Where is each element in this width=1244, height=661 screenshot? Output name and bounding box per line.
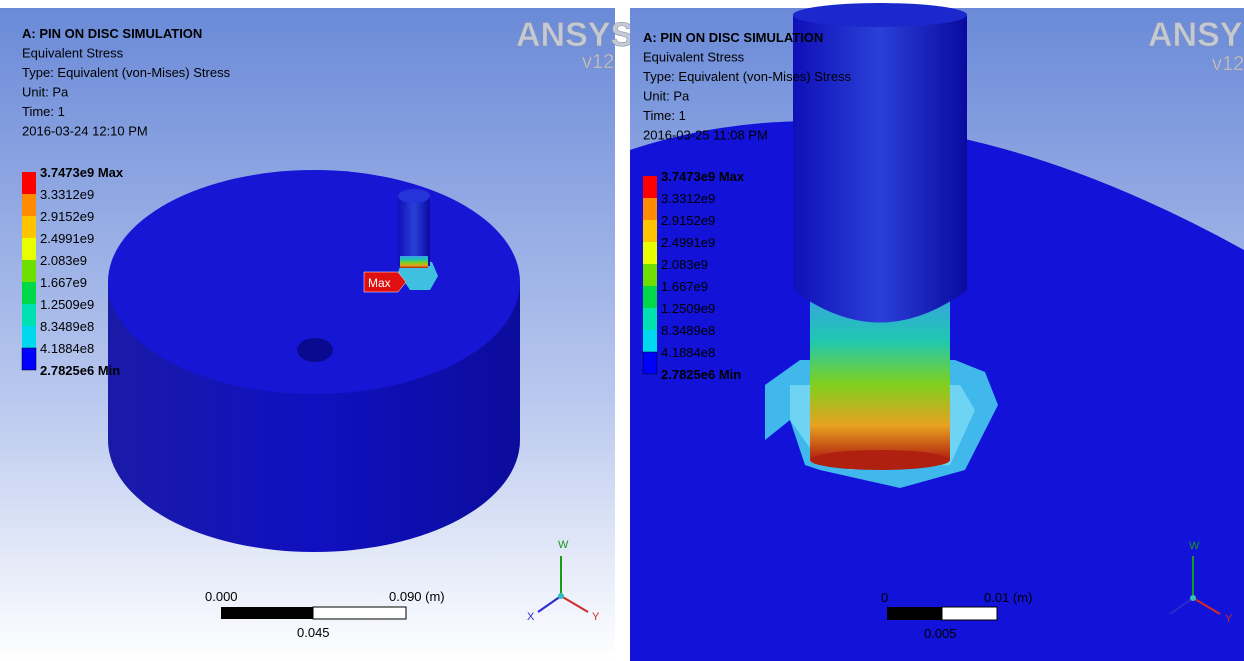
axis-w-label: W: [558, 539, 569, 551]
scale-start: 0: [881, 590, 888, 605]
scale-bar-light: [942, 607, 997, 620]
scale-mid: 0.045: [297, 625, 330, 640]
legend-label: 2.7825e6 Min: [40, 363, 120, 378]
logo: ANSYS: [1148, 16, 1244, 54]
header-title: A: PIN ON DISC SIMULATION: [22, 26, 202, 41]
scale-end: 0.01 (m): [984, 590, 1032, 605]
legend-label: 2.9152e9: [661, 213, 715, 228]
header-type: Type: Equivalent (von-Mises) Stress: [643, 69, 852, 84]
legend-label: 1.667e9: [40, 275, 87, 290]
legend-label: 3.7473e9 Max: [40, 165, 124, 180]
legend-label: 1.667e9: [661, 279, 708, 294]
header-unit: Unit: Pa: [22, 85, 69, 100]
legend-band: [22, 172, 36, 194]
header-type: Type: Equivalent (von-Mises) Stress: [22, 65, 231, 80]
legend-band: [643, 286, 657, 308]
scale-bar-light: [313, 607, 406, 619]
scale-mid: 0.005: [924, 626, 957, 641]
legend-band: [643, 242, 657, 264]
legend-label: 2.9152e9: [40, 209, 94, 224]
legend-band: [22, 216, 36, 238]
legend-label: 2.4991e9: [40, 231, 94, 246]
axis-y-label: Y: [1225, 613, 1233, 625]
legend-band: [643, 220, 657, 242]
disc-hole: [297, 338, 333, 362]
header-date: 2016-03-25 11:08 PM: [643, 128, 768, 143]
legend-label: 1.2509e9: [661, 301, 715, 316]
legend-band: [22, 326, 36, 348]
legend-band: [22, 260, 36, 282]
legend-label: 4.1884e8: [661, 345, 715, 360]
left-viewport: Max ANSYS v12 0.000 0.090 (m) 0.045 W X …: [0, 8, 633, 661]
axis-w-label: W: [1189, 540, 1200, 552]
axis-y-label: Y: [592, 611, 600, 623]
header-unit: Unit: Pa: [643, 89, 690, 104]
legend-band: [643, 176, 657, 198]
header-time: Time: 1: [643, 108, 686, 123]
header-result: Equivalent Stress: [643, 50, 745, 65]
legend-label: 3.3312e9: [40, 187, 94, 202]
scale-bar-dark: [221, 607, 313, 619]
legend-band: [643, 308, 657, 330]
pin-base: [810, 450, 950, 470]
legend-label: 3.3312e9: [661, 191, 715, 206]
legend-band: [22, 238, 36, 260]
legend-label: 2.4991e9: [661, 235, 715, 250]
legend-band: [643, 330, 657, 352]
version: v12: [1212, 53, 1244, 75]
axis-x-label: X: [527, 611, 535, 623]
logo: ANSYS: [516, 16, 633, 54]
scale-start: 0.000: [205, 589, 238, 604]
axis-origin: [1190, 595, 1196, 601]
legend-band: [22, 194, 36, 216]
pin: [793, 15, 967, 323]
pin-top: [398, 189, 430, 203]
legend-band: [22, 282, 36, 304]
pin: [398, 196, 430, 266]
pin-top: [793, 3, 967, 27]
scale-bar-dark: [887, 607, 942, 620]
axis-origin: [558, 593, 564, 599]
right-viewport: ANSYS v12 0 0.01 (m) 0.005 W Y A: PIN ON…: [630, 3, 1244, 661]
legend-label: 4.1884e8: [40, 341, 94, 356]
legend-label: 2.083e9: [661, 257, 708, 272]
legend-label: 3.7473e9 Max: [661, 169, 745, 184]
header-result: Equivalent Stress: [22, 46, 124, 61]
legend-label: 1.2509e9: [40, 297, 94, 312]
legend-label: 2.083e9: [40, 253, 87, 268]
header-time: Time: 1: [22, 104, 65, 119]
max-tag-label: Max: [368, 276, 391, 290]
legend-band: [643, 198, 657, 220]
legend-band: [643, 264, 657, 286]
legend-band: [22, 348, 36, 370]
page: Max ANSYS v12 0.000 0.090 (m) 0.045 W X …: [0, 0, 1244, 661]
legend-band: [22, 304, 36, 326]
header-title: A: PIN ON DISC SIMULATION: [643, 30, 823, 45]
scale-end: 0.090 (m): [389, 589, 445, 604]
header-date: 2016-03-24 12:10 PM: [22, 124, 148, 139]
legend-label: 2.7825e6 Min: [661, 367, 741, 382]
legend-band: [643, 352, 657, 374]
version: v12: [582, 51, 614, 73]
legend-label: 8.3489e8: [661, 323, 715, 338]
pin-stress: [400, 256, 428, 268]
legend-label: 8.3489e8: [40, 319, 94, 334]
